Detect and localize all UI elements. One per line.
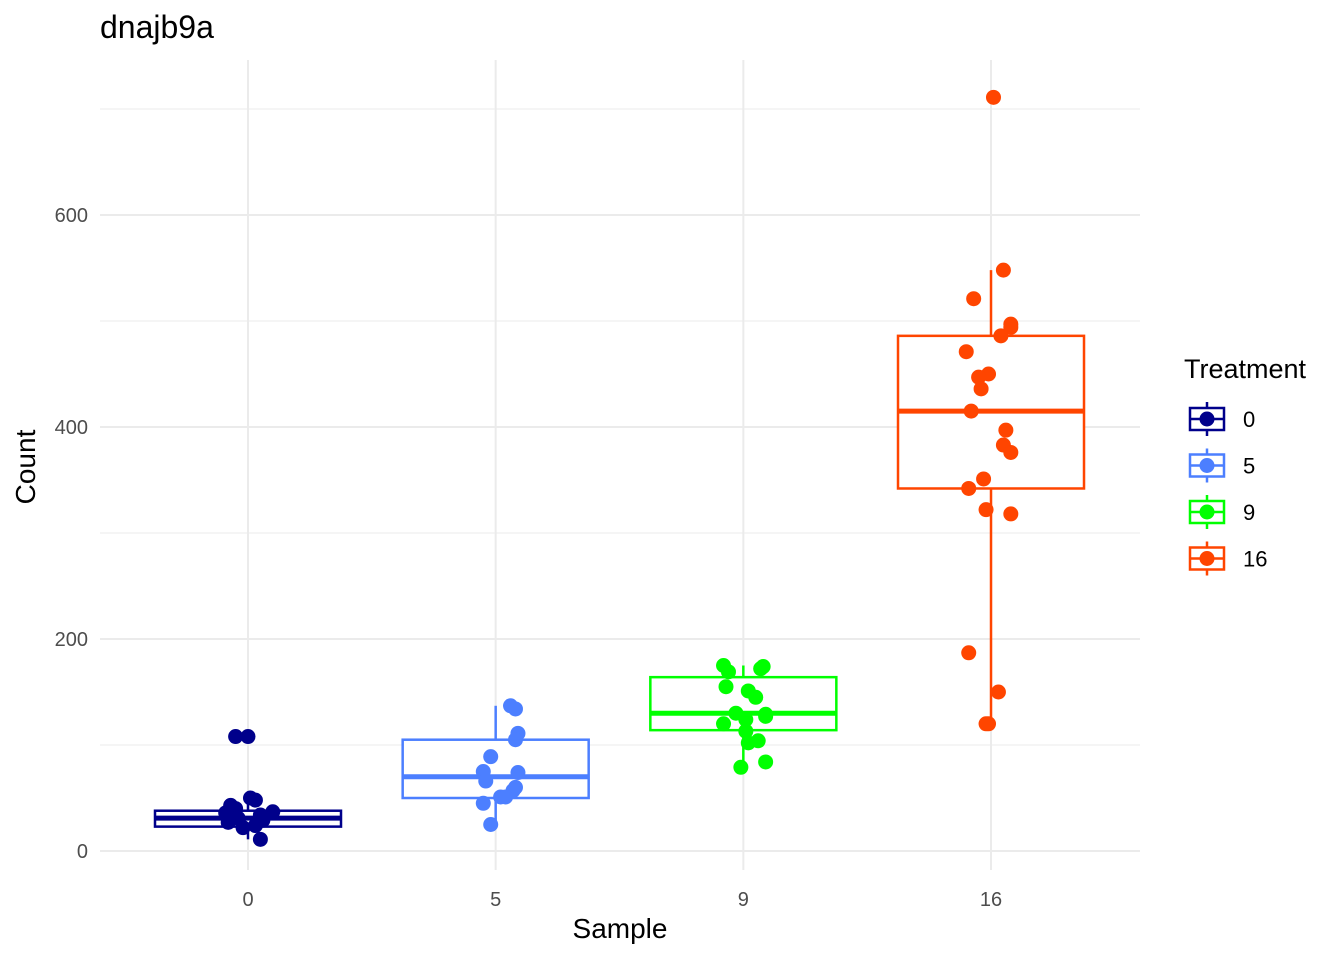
y-axis-label: Count [10, 429, 41, 504]
x-tick-label: 0 [242, 889, 253, 911]
data-point [510, 765, 526, 781]
y-tick-label: 600 [55, 205, 88, 227]
data-point [483, 749, 499, 765]
legend-label: 16 [1243, 547, 1267, 572]
data-point [758, 708, 774, 724]
data-point [720, 664, 736, 680]
data-point [718, 679, 734, 695]
data-point [973, 381, 989, 397]
data-point [998, 422, 1014, 438]
data-point [958, 344, 974, 360]
tick-labels: 0 200 400 600 0 5 9 16 [55, 205, 1003, 911]
data-point [1003, 506, 1019, 522]
legend-point [1199, 504, 1215, 520]
data-point [738, 712, 754, 728]
y-tick-label: 0 [77, 841, 88, 863]
data-point [740, 735, 756, 751]
legend-label: 9 [1243, 500, 1255, 525]
legend-point [1199, 551, 1215, 566]
data-point [220, 814, 236, 830]
x-tick-label: 16 [980, 889, 1002, 911]
data-point [507, 701, 523, 717]
box-5 [401, 738, 590, 800]
data-point [985, 89, 1001, 105]
data-point [963, 403, 979, 419]
y-tick-label: 400 [55, 417, 88, 439]
data-point [475, 795, 491, 811]
data-point [478, 773, 494, 789]
legend-point [1199, 458, 1215, 473]
data-point [976, 471, 992, 487]
data-point [498, 789, 514, 805]
data-point [252, 831, 268, 847]
y-tick-label: 200 [55, 629, 88, 651]
data-point [1003, 444, 1019, 460]
x-tick-label: 9 [738, 889, 749, 911]
data-point [990, 684, 1006, 700]
legend: 0 5 9 16 [1188, 402, 1267, 576]
data-point [748, 689, 764, 705]
points [218, 89, 1019, 847]
x-tick-label: 5 [490, 889, 501, 911]
legend-point [1199, 411, 1215, 427]
legend-title: Treatment [1184, 354, 1307, 384]
data-point [716, 716, 732, 732]
data-point [738, 723, 754, 739]
x-axis-label: Sample [573, 913, 668, 944]
data-point [733, 759, 749, 775]
boxes [153, 270, 1086, 840]
data-point [971, 369, 987, 385]
data-point [265, 804, 281, 820]
data-point [235, 820, 251, 836]
legend-label: 0 [1243, 407, 1255, 432]
data-point [483, 817, 499, 832]
data-point [966, 291, 982, 307]
data-point [961, 480, 977, 496]
data-point [978, 716, 994, 732]
data-point [507, 732, 523, 748]
data-point [961, 645, 977, 661]
data-point [247, 818, 263, 834]
data-point [240, 729, 256, 745]
data-point [755, 659, 771, 675]
data-point [228, 729, 244, 745]
data-point [995, 262, 1011, 278]
data-point [247, 792, 263, 808]
legend-label: 5 [1243, 454, 1255, 479]
data-point [978, 502, 994, 518]
data-point [1003, 319, 1019, 335]
chart-title: dnajb9a [100, 9, 214, 45]
data-point [993, 328, 1009, 344]
data-point [758, 754, 774, 770]
